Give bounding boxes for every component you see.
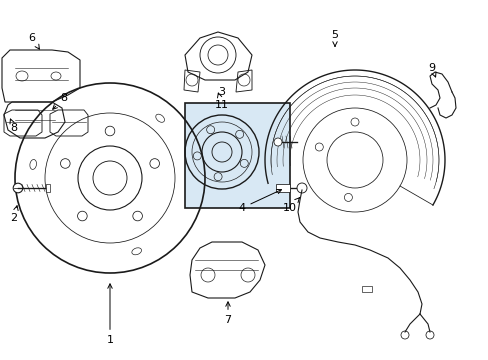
Text: 2: 2 <box>10 206 18 223</box>
Bar <box>46 184 50 192</box>
Text: 1: 1 <box>106 284 113 345</box>
Text: 6: 6 <box>28 33 40 49</box>
Text: 7: 7 <box>224 302 231 325</box>
Bar <box>275 184 289 192</box>
Bar <box>361 286 371 292</box>
Text: 11: 11 <box>215 93 228 110</box>
Text: 10: 10 <box>283 198 299 213</box>
Text: 8: 8 <box>53 93 67 109</box>
Circle shape <box>13 183 23 193</box>
Text: 9: 9 <box>427 63 435 77</box>
Text: 3: 3 <box>218 87 225 97</box>
Bar <box>184 103 289 208</box>
Circle shape <box>273 138 282 146</box>
Text: 5: 5 <box>331 30 338 46</box>
Text: 8: 8 <box>10 119 18 133</box>
Text: 4: 4 <box>238 189 281 213</box>
